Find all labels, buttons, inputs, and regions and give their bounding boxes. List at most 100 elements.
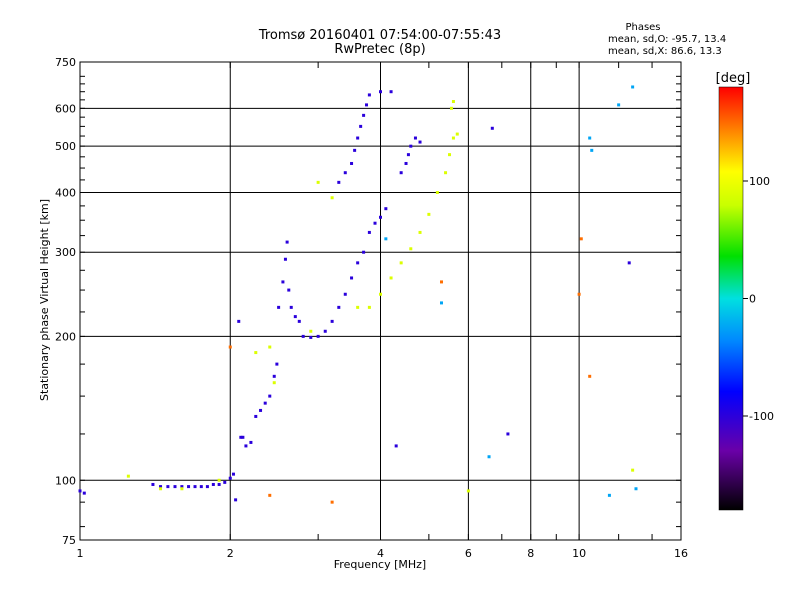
colorbar-label: [deg]	[716, 71, 751, 86]
data-point	[440, 280, 444, 284]
data-point	[389, 276, 393, 280]
y-tick-label: 300	[55, 246, 76, 259]
data-point	[399, 171, 403, 175]
data-point	[316, 180, 320, 184]
stats-line-o: mean, sd,O: -95.7, 13.4	[608, 34, 726, 45]
colorbar: [deg] 100 0 -100	[716, 71, 774, 511]
data-point	[283, 257, 287, 261]
data-point	[231, 472, 235, 476]
data-point	[631, 468, 635, 472]
data-point	[228, 476, 232, 480]
data-point	[590, 148, 594, 152]
data-point	[367, 305, 371, 309]
data-point	[249, 440, 253, 444]
data-point	[577, 292, 581, 296]
data-point	[159, 485, 163, 489]
data-point	[435, 190, 439, 194]
y-tick-label: 100	[55, 474, 76, 487]
data-point	[409, 144, 413, 148]
data-point	[272, 374, 276, 378]
data-point	[330, 500, 334, 504]
data-point	[365, 103, 369, 107]
data-point	[427, 212, 431, 216]
y-tick-label: 400	[55, 186, 76, 199]
data-point	[451, 100, 455, 104]
data-point	[205, 485, 209, 489]
data-point	[281, 280, 285, 284]
data-point	[268, 394, 272, 398]
data-point	[275, 362, 279, 366]
data-point	[350, 276, 354, 280]
data-point	[337, 180, 341, 184]
grid-lines	[80, 62, 681, 540]
data-point	[399, 261, 403, 265]
data-point	[455, 132, 459, 136]
y-axis-label: Stationary phase Virtual Height [km]	[38, 199, 51, 401]
y-tick-label: 75	[62, 534, 76, 547]
data-point	[440, 301, 444, 305]
x-tick-label: 1	[77, 547, 84, 560]
data-point	[268, 493, 272, 497]
data-point	[228, 345, 232, 349]
y-tick-label: 750	[55, 56, 76, 69]
y-axis-ticks: 75 100 200 300 400 500 600 750	[55, 56, 76, 547]
data-point	[379, 215, 382, 219]
plot-area: 1 2 4 6 8 10 16 75 100 200 300 400 500 600 750	[55, 56, 688, 560]
colorbar-tick-label: 100	[749, 175, 770, 188]
data-point	[330, 319, 334, 323]
data-point	[180, 487, 184, 491]
data-point	[362, 113, 366, 117]
data-point	[159, 487, 163, 491]
data-point	[293, 315, 297, 319]
data-point	[277, 305, 281, 309]
data-point	[367, 230, 371, 234]
data-point	[180, 485, 184, 489]
chart-title: Tromsø 20160401 07:54:00-07:55:43	[258, 28, 501, 43]
data-point	[394, 444, 398, 448]
data-point	[166, 485, 170, 489]
data-point	[353, 148, 357, 152]
data-point	[362, 250, 366, 254]
data-point	[287, 288, 291, 292]
stats-heading: Phases	[625, 22, 660, 33]
data-point	[448, 153, 452, 157]
data-point	[588, 136, 592, 140]
x-tick-label: 10	[572, 547, 586, 560]
data-point	[309, 335, 313, 339]
data-point	[466, 489, 470, 493]
colorbar-tick-label: 0	[749, 293, 756, 306]
data-point	[413, 136, 417, 140]
data-point	[254, 351, 258, 355]
data-point	[217, 482, 221, 486]
data-point	[379, 292, 382, 296]
data-point	[418, 230, 422, 234]
data-point	[297, 319, 301, 323]
data-point	[343, 292, 347, 296]
data-point	[506, 432, 510, 436]
x-tick-label: 6	[465, 547, 472, 560]
data-point	[173, 485, 177, 489]
data-point	[151, 482, 155, 486]
data-point	[337, 305, 341, 309]
data-point	[607, 493, 611, 497]
data-point	[289, 305, 293, 309]
data-point	[239, 435, 243, 439]
data-point	[78, 489, 82, 493]
data-point	[389, 90, 393, 94]
y-tick-label: 200	[55, 330, 76, 343]
y-tick-label: 500	[55, 140, 76, 153]
data-point	[187, 485, 191, 489]
data-point	[631, 85, 635, 89]
data-point	[211, 482, 215, 486]
data-point	[373, 221, 377, 225]
data-point	[588, 374, 592, 378]
data-point	[444, 171, 448, 175]
data-point	[301, 334, 305, 338]
data-point	[356, 305, 360, 309]
data-point	[234, 498, 238, 502]
data-point	[617, 103, 621, 107]
x-tick-label: 16	[674, 547, 688, 560]
y-tick-label: 600	[55, 102, 76, 115]
data-point	[487, 455, 491, 459]
